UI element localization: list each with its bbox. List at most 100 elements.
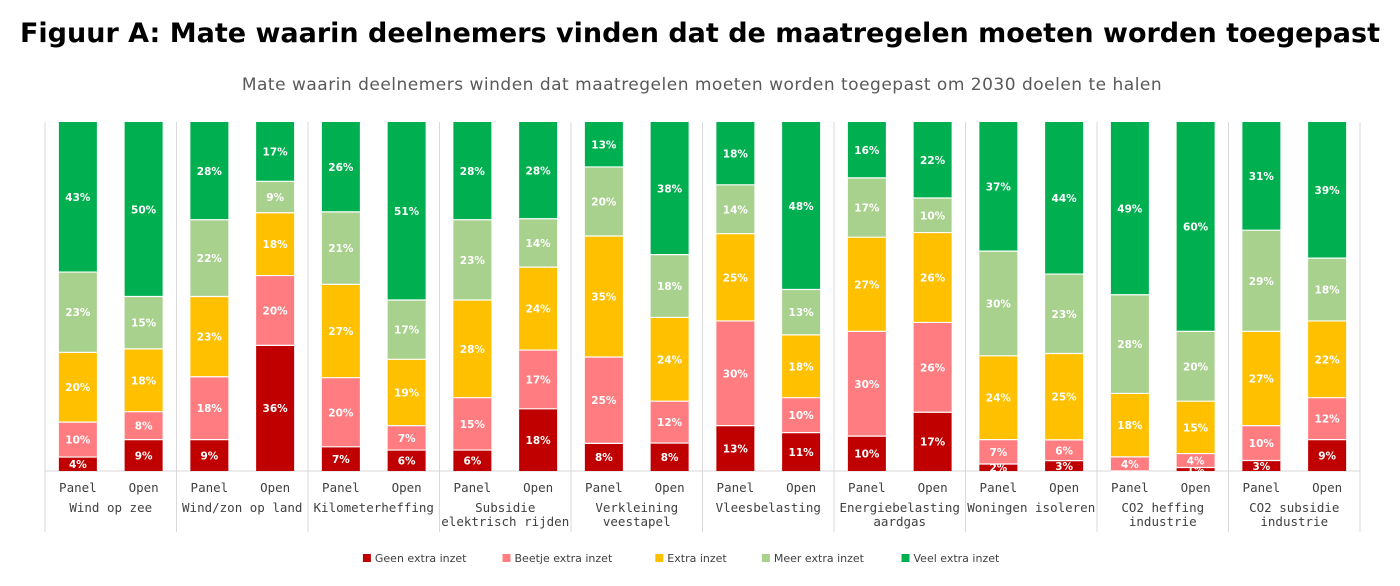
data-label: 27% bbox=[854, 279, 880, 291]
bar-segment bbox=[584, 236, 623, 357]
data-label: 26% bbox=[920, 362, 946, 374]
data-label: 48% bbox=[789, 201, 815, 213]
bar-tick-label: Panel bbox=[848, 480, 886, 495]
data-label: 3% bbox=[1252, 461, 1270, 473]
data-label: 29% bbox=[1249, 276, 1275, 288]
data-label: 28% bbox=[526, 165, 552, 177]
bar-tick-labels: Panel Open Panel Open Panel Open Panel Open Pane… bbox=[59, 480, 1342, 495]
data-label: 39% bbox=[1315, 185, 1341, 197]
bar-segment bbox=[1045, 460, 1084, 471]
bar-segment bbox=[519, 350, 558, 409]
data-label: 26% bbox=[920, 272, 946, 284]
group-label: Verkleining bbox=[595, 500, 678, 515]
bar-segment bbox=[58, 122, 97, 273]
bar-segment bbox=[782, 397, 821, 433]
group-label: Vleesbelasting bbox=[716, 500, 821, 515]
data-label: 17% bbox=[526, 374, 552, 386]
data-label: 23% bbox=[197, 332, 223, 344]
data-label: 18% bbox=[1315, 285, 1341, 297]
data-label: 8% bbox=[661, 452, 679, 464]
group-label: Energiebelasting bbox=[840, 500, 960, 515]
bar-tick-label: Panel bbox=[717, 480, 755, 495]
bar-segment bbox=[979, 439, 1018, 465]
bar-segment bbox=[190, 122, 229, 220]
bar-tick-label: Open bbox=[655, 480, 685, 495]
data-label: 28% bbox=[460, 166, 486, 178]
bar-segment bbox=[321, 211, 360, 285]
bar-segment bbox=[716, 320, 755, 426]
data-label: 15% bbox=[1183, 422, 1209, 434]
figure-title: Figuur A: Mate waarin deelnemers vinden … bbox=[19, 18, 1381, 49]
bar-segment bbox=[847, 177, 886, 238]
legend-label: Veel extra inzet bbox=[914, 552, 1000, 565]
data-label: 24% bbox=[986, 393, 1012, 405]
data-label: 20% bbox=[328, 407, 354, 419]
legend-swatch bbox=[502, 554, 511, 562]
bar-tick-label: Panel bbox=[1243, 480, 1281, 495]
data-label: 10% bbox=[920, 210, 946, 222]
legend-label: Meer extra inzet bbox=[774, 552, 865, 565]
chart-title: Mate waarin deelnemers winden dat maatre… bbox=[242, 75, 1162, 95]
bar-segment bbox=[58, 457, 97, 471]
data-label: 12% bbox=[1315, 414, 1341, 426]
bar-tick-label: Open bbox=[129, 480, 159, 495]
bar-segment bbox=[1176, 467, 1215, 471]
legend-label: Extra inzet bbox=[667, 552, 727, 565]
bar-segment bbox=[913, 198, 952, 233]
bar-segment bbox=[1308, 439, 1347, 471]
data-label: 15% bbox=[460, 419, 486, 431]
bar-segment bbox=[387, 425, 426, 451]
group-label: CO2 subsidie bbox=[1249, 500, 1339, 515]
bar-segment bbox=[1176, 122, 1215, 332]
data-label: 25% bbox=[1052, 392, 1078, 404]
group-label: Subsidie bbox=[475, 500, 535, 515]
data-label: 4% bbox=[1121, 459, 1139, 471]
data-label: 18% bbox=[657, 281, 683, 293]
bar-segment bbox=[124, 348, 163, 412]
bar-segment bbox=[519, 122, 558, 219]
bar-segment bbox=[453, 450, 492, 471]
bar-segment bbox=[847, 331, 886, 437]
bar-segment bbox=[1308, 258, 1347, 321]
data-label: 38% bbox=[657, 183, 683, 195]
data-label: 27% bbox=[1249, 374, 1275, 386]
data-label: 7% bbox=[332, 454, 350, 466]
group-label: elektrisch rijden bbox=[441, 514, 569, 529]
data-label: 30% bbox=[986, 298, 1012, 310]
bar-segment bbox=[1242, 331, 1281, 426]
data-label: 3% bbox=[1055, 461, 1073, 473]
bar-segment bbox=[124, 439, 163, 471]
bar-segment bbox=[124, 411, 163, 440]
bar-segment bbox=[58, 272, 97, 353]
bar-segment bbox=[256, 275, 295, 346]
data-label: 9% bbox=[200, 450, 218, 462]
bar-segment bbox=[453, 397, 492, 451]
data-label: 28% bbox=[197, 166, 223, 178]
bar-segment bbox=[387, 122, 426, 300]
data-label: 20% bbox=[65, 382, 91, 394]
data-label: 28% bbox=[460, 344, 486, 356]
bar-tick-label: Panel bbox=[322, 480, 360, 495]
bar-segment bbox=[321, 284, 360, 378]
data-label: 7% bbox=[989, 447, 1007, 459]
group-labels: Wind op zee Wind/zon op land Kilometerheff… bbox=[69, 500, 1339, 529]
data-label: 9% bbox=[135, 450, 153, 462]
bar-segment bbox=[847, 237, 886, 332]
data-label: 17% bbox=[394, 325, 420, 337]
bar-tick-label: Panel bbox=[59, 480, 97, 495]
data-label: 7% bbox=[398, 433, 416, 445]
bar-segment bbox=[124, 122, 163, 297]
bar-segment bbox=[519, 267, 558, 351]
bar-segment bbox=[124, 296, 163, 349]
data-label: 17% bbox=[263, 147, 289, 159]
bar-segment bbox=[190, 439, 229, 471]
bar-tick-label: Panel bbox=[454, 480, 492, 495]
bar-segment bbox=[584, 356, 623, 444]
bar-tick-label: Panel bbox=[1111, 480, 1149, 495]
bar-segment bbox=[387, 359, 426, 426]
bar-segment bbox=[1110, 122, 1149, 295]
bar-segment bbox=[979, 464, 1018, 471]
bar-segment bbox=[1110, 393, 1149, 457]
bar-segment bbox=[979, 251, 1018, 356]
